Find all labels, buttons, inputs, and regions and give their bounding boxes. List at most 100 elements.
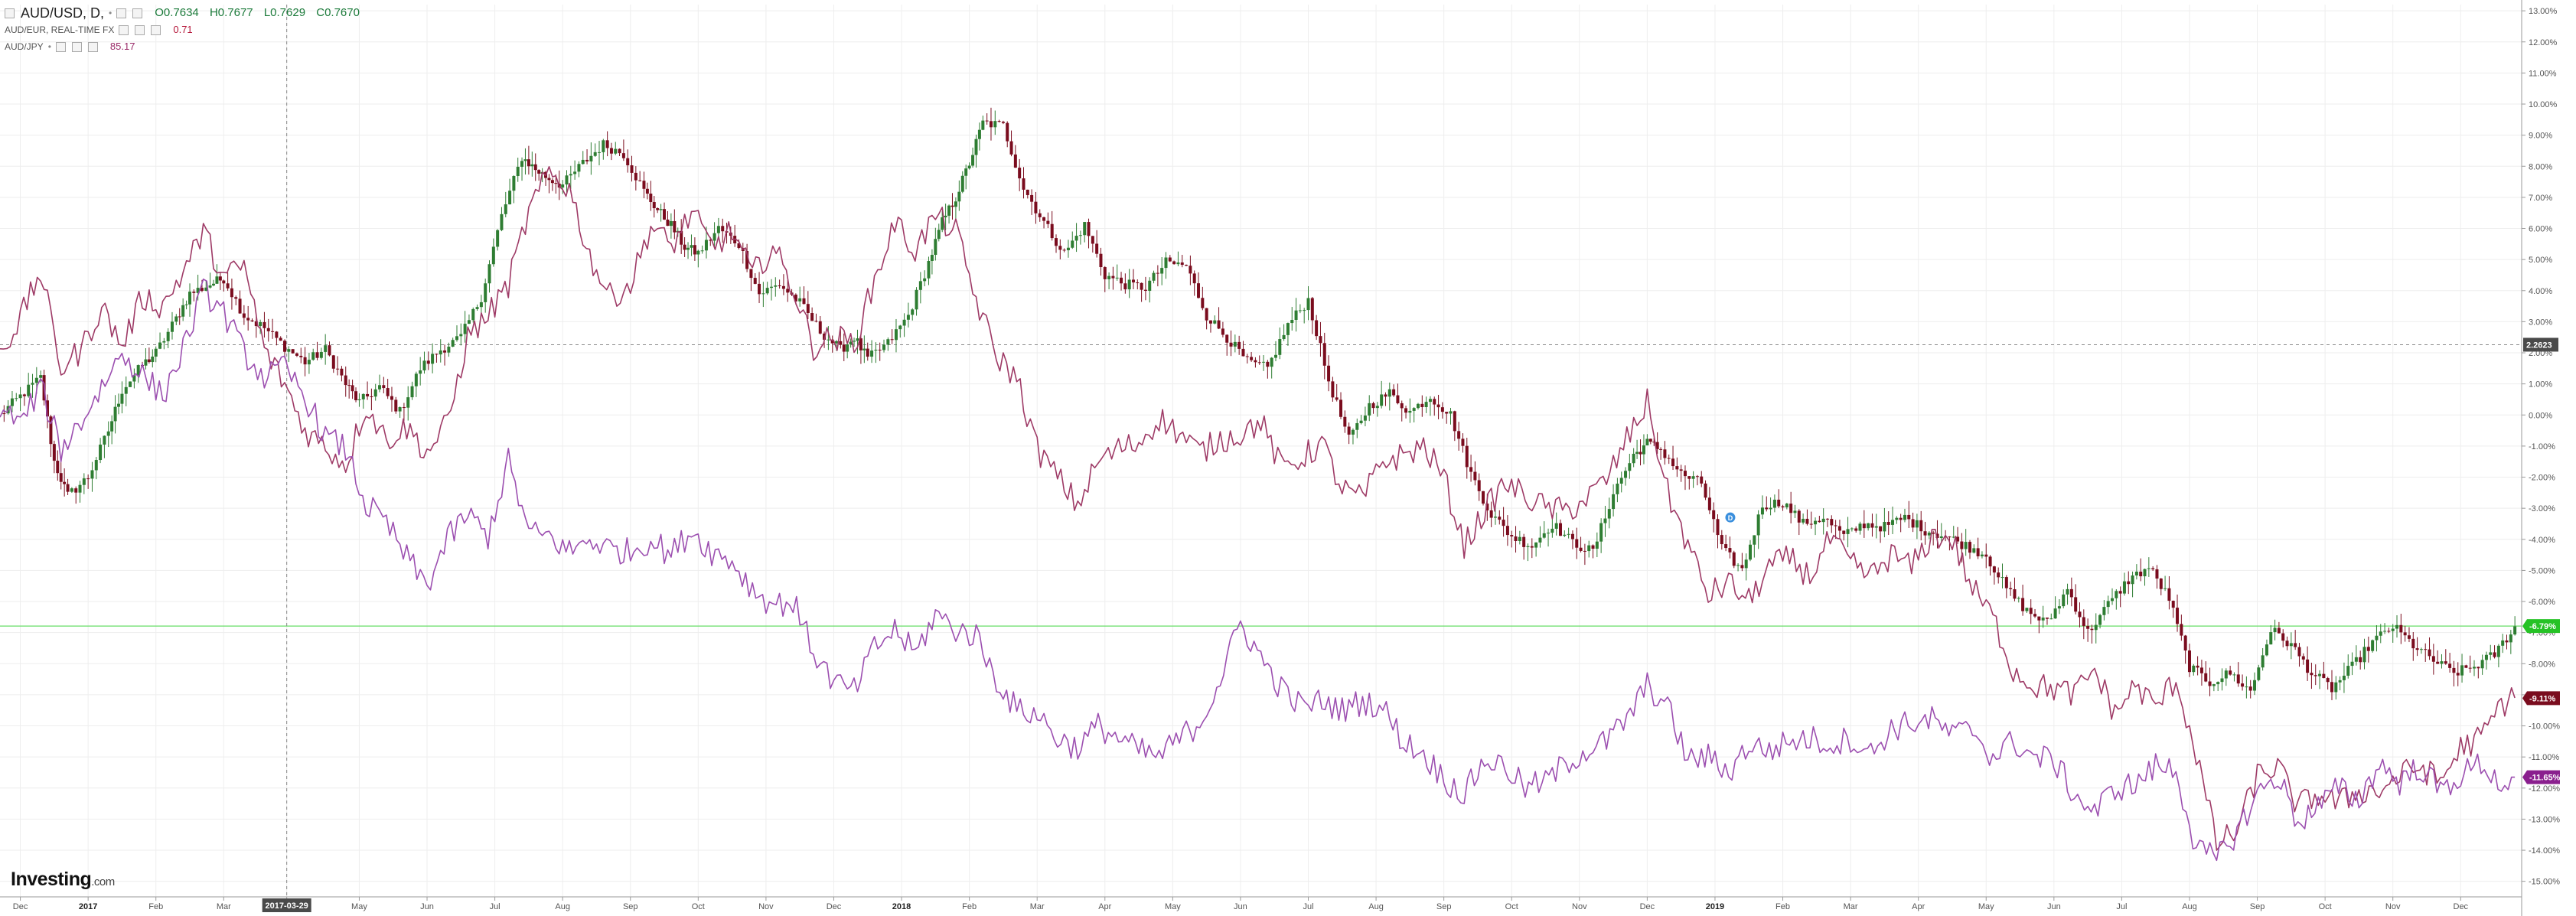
candle-body: [1821, 518, 1825, 523]
candle-body: [911, 309, 915, 315]
candle-body: [2407, 635, 2411, 639]
candle-body: [1579, 547, 1583, 551]
candle-body: [1387, 389, 1391, 397]
candle-body: [1809, 523, 1813, 525]
candle-body: [2428, 649, 2431, 657]
dividend-marker-icon[interactable]: [1724, 511, 1736, 523]
candle-body: [2021, 598, 2025, 611]
candle-body: [2505, 640, 2509, 643]
legend-compare2[interactable]: AUD/JPY • 85.17: [5, 38, 367, 55]
legend-main[interactable]: AUD/USD, D, • O0.7634 H0.7677 L0.7629 C0…: [5, 5, 367, 21]
candle-body: [1115, 277, 1119, 279]
y-axis[interactable]: 13.00% 12.00% 11.00% 10.00% 9.00% 8.00% 7.00% 6…: [2521, 0, 2560, 916]
candle-body: [1469, 467, 1473, 472]
candle-body: [1449, 411, 1453, 414]
candle-body: [319, 351, 323, 358]
candle-body: [1066, 247, 1070, 251]
event-marker[interactable]: D: [1724, 511, 1736, 523]
candle-body: [1099, 253, 1103, 268]
main-symbol[interactable]: AUD/USD, D,: [21, 5, 105, 21]
candle-body: [1062, 249, 1066, 251]
x-tick-label: Feb: [1775, 902, 1790, 911]
compare2-menu-dot-icon[interactable]: •: [47, 41, 51, 52]
candle-body: [2171, 601, 2175, 608]
x-tick-label: Nov: [758, 902, 774, 911]
candle-body: [39, 375, 43, 378]
candle-body: [2411, 638, 2415, 649]
x-tick-label: Jun: [1234, 902, 1247, 911]
candle-body: [1534, 542, 1538, 548]
settings-icon[interactable]: [116, 8, 127, 18]
hide-icon[interactable]: [132, 8, 143, 18]
compare1-symbol[interactable]: AUD/EUR, REAL-TIME FX: [5, 24, 115, 35]
y-tick-label: 13.00%: [2529, 7, 2558, 16]
candle-body: [2066, 588, 2069, 595]
candle-body: [577, 164, 581, 172]
compare2-settings-icon[interactable]: [55, 41, 66, 52]
candle-body: [2086, 625, 2090, 629]
brand-logo[interactable]: Investing.com: [11, 869, 115, 891]
candle-body: [1691, 476, 1695, 479]
collapse-icon[interactable]: [5, 8, 15, 18]
candle-body: [1687, 476, 1691, 479]
compare2-symbol[interactable]: AUD/JPY: [5, 41, 44, 52]
candle-body: [2069, 588, 2073, 598]
compare1-hide-icon[interactable]: [135, 24, 145, 35]
series-area: [0, 107, 2517, 862]
x-tick-label: Apr: [1098, 902, 1111, 911]
candle-body: [2460, 665, 2464, 676]
candle-body: [1785, 504, 1789, 508]
x-tick-label: Mar: [1844, 902, 1858, 911]
candle-body: [1229, 342, 1233, 347]
y-tick-label: 3.00%: [2529, 318, 2552, 327]
compare1-settings-icon[interactable]: [119, 24, 129, 35]
candle-body: [86, 478, 90, 480]
candle-body: [242, 313, 246, 318]
y-tick-label: 0.00%: [2529, 411, 2552, 420]
candle-body: [1347, 426, 1351, 435]
candle-body: [90, 470, 94, 479]
x-tick-label: Jul: [2116, 902, 2127, 911]
menu-dot-icon[interactable]: •: [109, 8, 112, 18]
candle-body: [554, 183, 558, 184]
candle-body: [1351, 429, 1355, 435]
candle-body: [1026, 189, 1029, 195]
candle-body: [753, 278, 757, 284]
candle-body: [419, 370, 422, 374]
candle-body: [745, 250, 749, 269]
x-tick-label: Mar: [1030, 902, 1045, 911]
candle-body: [2111, 598, 2115, 601]
candle-body: [1205, 308, 1208, 321]
candle-body: [2241, 683, 2245, 687]
candle-body: [700, 250, 704, 252]
candle-body: [386, 388, 390, 396]
candle-body: [1201, 298, 1205, 308]
candle-body: [103, 435, 106, 445]
candle-body: [2297, 647, 2301, 657]
x-axis[interactable]: Dec 2017 Feb Mar 2017-03-29 May Jun Jul Aug Sep Oc…: [0, 896, 2522, 912]
candle-body: [2301, 656, 2305, 660]
candle-body: [1257, 362, 1261, 363]
candle-body: [63, 481, 67, 484]
candle-body: [230, 288, 233, 298]
candle-body: [1667, 458, 1671, 459]
y-tick-label: 1.00%: [2529, 380, 2552, 390]
candle-body: [1250, 357, 1254, 360]
candle-body: [1408, 410, 1412, 413]
compare2-remove-icon[interactable]: [87, 41, 98, 52]
candle-body: [527, 159, 530, 167]
candle-body: [1404, 408, 1408, 413]
x-tick-label: Dec: [2454, 902, 2469, 911]
legend-compare1[interactable]: AUD/EUR, REAL-TIME FX 0.71: [5, 21, 367, 38]
candle-body: [749, 269, 753, 279]
x-tick-label: 2017: [79, 902, 97, 911]
candle-body: [1143, 289, 1147, 292]
candle-body: [1567, 533, 1570, 535]
candle-body: [1599, 523, 1603, 542]
candle-body: [1457, 431, 1461, 439]
candle-body: [1679, 469, 1683, 471]
compare1-remove-icon[interactable]: [151, 24, 161, 35]
compare2-hide-icon[interactable]: [71, 41, 82, 52]
candle-body: [1343, 416, 1347, 427]
